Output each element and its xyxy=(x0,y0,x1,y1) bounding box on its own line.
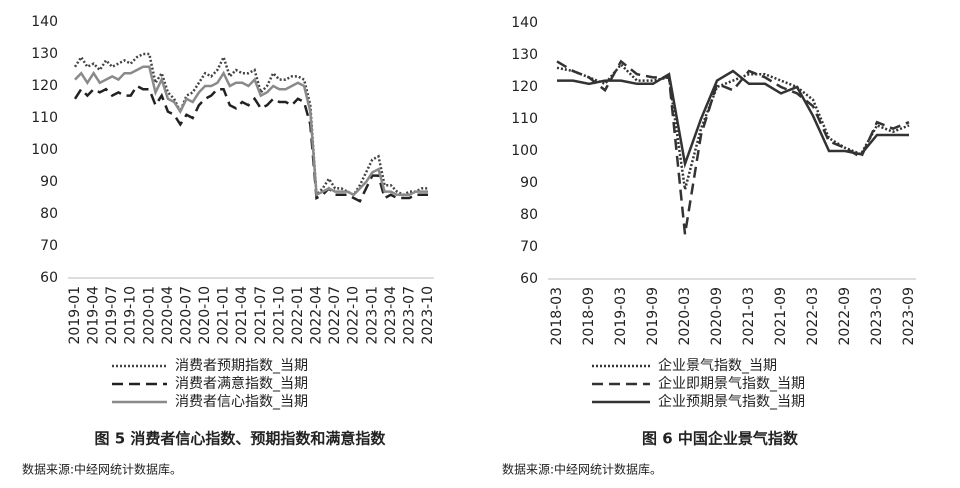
y-tick-label: 140 xyxy=(511,15,538,31)
x-tick-label: 2019-04 xyxy=(86,286,102,345)
y-tick-label: 130 xyxy=(31,46,58,62)
x-tick-label: 2018-03 xyxy=(549,287,565,346)
x-tick-label: 2019-07 xyxy=(104,286,120,345)
x-tick-label: 2020-04 xyxy=(160,286,176,345)
x-tick-label: 2020-01 xyxy=(141,286,157,345)
x-tick-label: 2021-10 xyxy=(271,286,287,345)
caption: 图 6 中国企业景气指数 xyxy=(642,430,799,448)
x-tick-label: 2019-09 xyxy=(645,287,661,346)
series-line xyxy=(556,59,910,235)
x-tick-label: 2020-10 xyxy=(197,286,213,345)
x-tick-label: 2023-07 xyxy=(401,286,417,345)
x-tick-label: 2023-03 xyxy=(869,287,885,346)
x-tick-label: 2021-07 xyxy=(253,286,269,345)
legend-label: 企业景气指数_当期 xyxy=(658,357,777,374)
x-tick-label: 2020-03 xyxy=(677,287,693,346)
y-tick-label: 140 xyxy=(31,14,58,30)
y-tick-label: 60 xyxy=(520,271,538,287)
y-tick-label: 110 xyxy=(31,110,58,126)
y-tick-label: 110 xyxy=(511,111,538,127)
x-tick-label: 2022-09 xyxy=(837,287,853,346)
series-line xyxy=(73,52,428,198)
x-tick-label: 2021-04 xyxy=(234,286,250,345)
series-line xyxy=(74,65,428,197)
x-tick-label: 2019-03 xyxy=(613,287,629,346)
source-note: 数据来源:中经网统计数据库。 xyxy=(502,462,662,477)
legend-label: 消费者预期指数_当期 xyxy=(175,358,308,374)
legend-label: 消费者满意指数_当期 xyxy=(175,375,308,392)
y-tick-label: 120 xyxy=(511,79,538,95)
source-note: 数据来源:中经网统计数据库。 xyxy=(22,462,182,477)
series-line xyxy=(73,84,428,203)
x-tick-label: 2023-09 xyxy=(901,287,917,346)
x-tick-label: 2022-10 xyxy=(346,286,362,345)
legend-label: 消费者信心指数_当期 xyxy=(175,394,308,410)
x-tick-label: 2023-10 xyxy=(420,286,436,345)
x-tick-label: 2020-09 xyxy=(709,287,725,346)
y-tick-label: 80 xyxy=(40,206,58,222)
x-tick-label: 2022-03 xyxy=(805,287,821,346)
y-tick-label: 90 xyxy=(520,175,538,191)
x-tick-label: 2018-09 xyxy=(581,287,597,346)
x-tick-label: 2022-04 xyxy=(309,286,325,345)
x-tick-label: 2019-01 xyxy=(67,286,83,345)
x-tick-label: 2022-01 xyxy=(290,286,306,345)
x-tick-label: 2023-04 xyxy=(383,286,399,345)
x-tick-label: 2020-07 xyxy=(178,286,194,345)
y-tick-label: 120 xyxy=(31,78,58,94)
x-tick-label: 2019-10 xyxy=(123,286,139,345)
series-line xyxy=(556,62,910,190)
y-tick-label: 60 xyxy=(40,270,58,286)
caption: 图 5 消费者信心指数、预期指数和满意指数 xyxy=(95,430,387,448)
y-tick-label: 100 xyxy=(511,143,538,159)
x-tick-label: 2021-01 xyxy=(216,286,232,345)
x-tick-label: 2021-09 xyxy=(773,287,789,346)
y-tick-label: 70 xyxy=(520,239,538,255)
x-tick-label: 2022-07 xyxy=(327,286,343,345)
y-tick-label: 100 xyxy=(31,142,58,158)
y-tick-label: 70 xyxy=(40,238,58,254)
legend-label: 企业即期景气指数_当期 xyxy=(658,375,805,392)
y-tick-label: 130 xyxy=(511,47,538,63)
x-tick-label: 2023-01 xyxy=(364,286,380,345)
legend-label: 企业预期景气指数_当期 xyxy=(658,393,805,410)
y-tick-label: 80 xyxy=(520,207,538,223)
y-tick-label: 90 xyxy=(40,174,58,190)
series-line xyxy=(557,69,909,169)
x-tick-label: 2021-03 xyxy=(741,287,757,346)
